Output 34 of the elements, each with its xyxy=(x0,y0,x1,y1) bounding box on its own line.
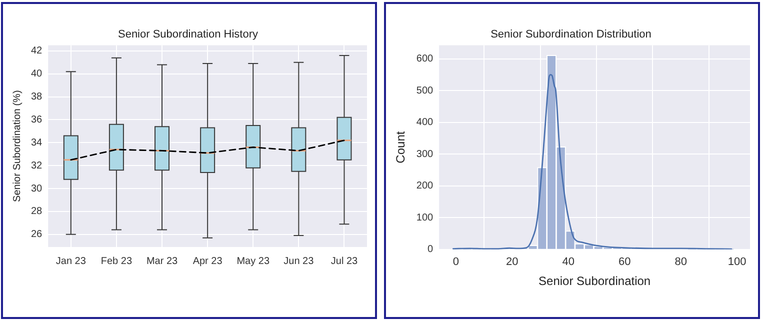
y-tick-label: 500 xyxy=(416,85,434,96)
y-tick-label: 600 xyxy=(416,54,434,65)
x-tick-label: 100 xyxy=(728,256,746,268)
x-tick-label: 20 xyxy=(506,256,518,268)
y-tick-label: 300 xyxy=(416,148,434,160)
x-tick-label: Apr 23 xyxy=(192,256,223,267)
y-axis-title: Count xyxy=(394,130,408,164)
x-tick-label: Jul 23 xyxy=(330,256,358,267)
x-tick-label: Feb 23 xyxy=(100,256,132,267)
x-tick-label: May 23 xyxy=(236,256,270,267)
y-tick-label: 28 xyxy=(31,206,43,218)
y-tick-label: 36 xyxy=(31,114,43,126)
x-tick-label: 0 xyxy=(452,256,460,268)
y-tick-label: 200 xyxy=(416,180,434,192)
y-tick-label: 400 xyxy=(416,117,434,128)
y-tick-label: 30 xyxy=(31,183,43,194)
y-axis-title: Senior Subordination (%) xyxy=(12,90,23,202)
y-tick-label: 0 xyxy=(428,244,434,256)
chart-title: Senior Subordination Distribution xyxy=(490,28,652,41)
y-tick-label: 42 xyxy=(31,46,43,57)
x-tick-label: Jun 23 xyxy=(284,256,314,267)
x-tick-label: 40 xyxy=(562,256,575,268)
y-tick-label: 100 xyxy=(416,212,434,224)
y-tick-label: 26 xyxy=(31,229,43,240)
x-tick-label: 60 xyxy=(618,256,631,268)
y-tick-label: 32 xyxy=(31,160,43,172)
x-tick-label: Mar 23 xyxy=(146,256,178,267)
y-tick-label: 34 xyxy=(31,137,43,148)
x-axis-title: Senior Subordination xyxy=(538,274,651,288)
y-tick-label: 38 xyxy=(31,92,43,103)
y-tick-label: 40 xyxy=(31,68,43,80)
x-tick-label: Jan 23 xyxy=(56,256,86,267)
x-tick-label: 80 xyxy=(674,256,687,268)
chart-title: Senior Subordination History xyxy=(118,28,259,41)
